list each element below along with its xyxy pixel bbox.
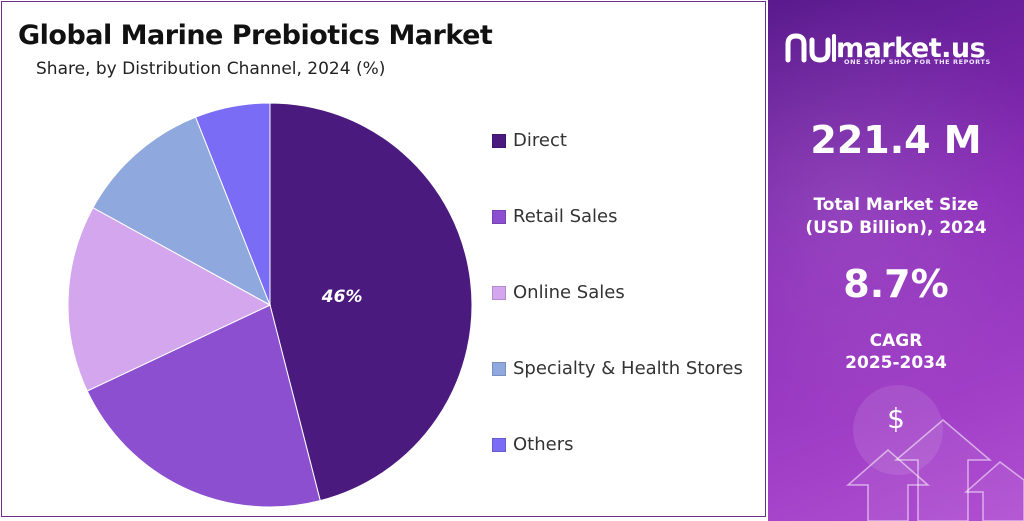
legend-label: Specialty & Health Stores: [513, 358, 743, 379]
brand-name: market.us: [836, 32, 986, 64]
legend-swatch: [492, 209, 506, 224]
pie-slice-retail-sales: [86, 304, 321, 508]
info-panel: market.us ONE STOP SHOP FOR THE REPORTS …: [768, 0, 1024, 521]
dollar-icon: $: [887, 402, 905, 435]
legend-swatch: [492, 437, 506, 452]
legend-swatch: [492, 133, 506, 148]
cagr-period: 2025-2034: [845, 353, 947, 373]
pie-slice-specialty-health-stores: [92, 116, 271, 307]
pie-slice-direct: [269, 102, 473, 502]
pie-slice-others: [194, 102, 271, 306]
legend-item: Others: [492, 434, 574, 455]
legend-label: Direct: [513, 130, 567, 151]
cagr-label: CAGR: [869, 331, 923, 351]
market-size-label-1: Total Market Size: [813, 195, 979, 215]
legend-swatch: [492, 361, 506, 376]
legend-label: Retail Sales: [513, 206, 618, 227]
legend-item: Retail Sales: [492, 206, 618, 227]
legend-item: Direct: [492, 130, 567, 151]
market-size-value: 221.4 M: [810, 118, 982, 162]
market-size-label-2: (USD Billion), 2024: [805, 218, 987, 238]
legend-item: Online Sales: [492, 282, 625, 303]
cagr-value: 8.7%: [843, 262, 949, 306]
pie-slice-online-sales: [67, 207, 272, 392]
pie-data-label: 46%: [321, 287, 363, 307]
legend-label: Others: [513, 434, 574, 455]
legend-item: Specialty & Health Stores: [492, 358, 743, 379]
pie-chart: 46%: [67, 102, 473, 508]
brand-logo: market.us: [784, 30, 986, 66]
brand-tagline: ONE STOP SHOP FOR THE REPORTS: [844, 58, 991, 66]
legend-swatch: [492, 285, 506, 300]
background-decoration: [846, 385, 1024, 521]
legend-label: Online Sales: [513, 282, 625, 303]
chart-panel: Global Marine Prebiotics Market Share, b…: [1, 1, 766, 517]
chart-title: Global Marine Prebiotics Market: [18, 20, 493, 51]
chart-subtitle: Share, by Distribution Channel, 2024 (%): [36, 59, 386, 79]
market-us-logo-icon: [785, 33, 836, 63]
